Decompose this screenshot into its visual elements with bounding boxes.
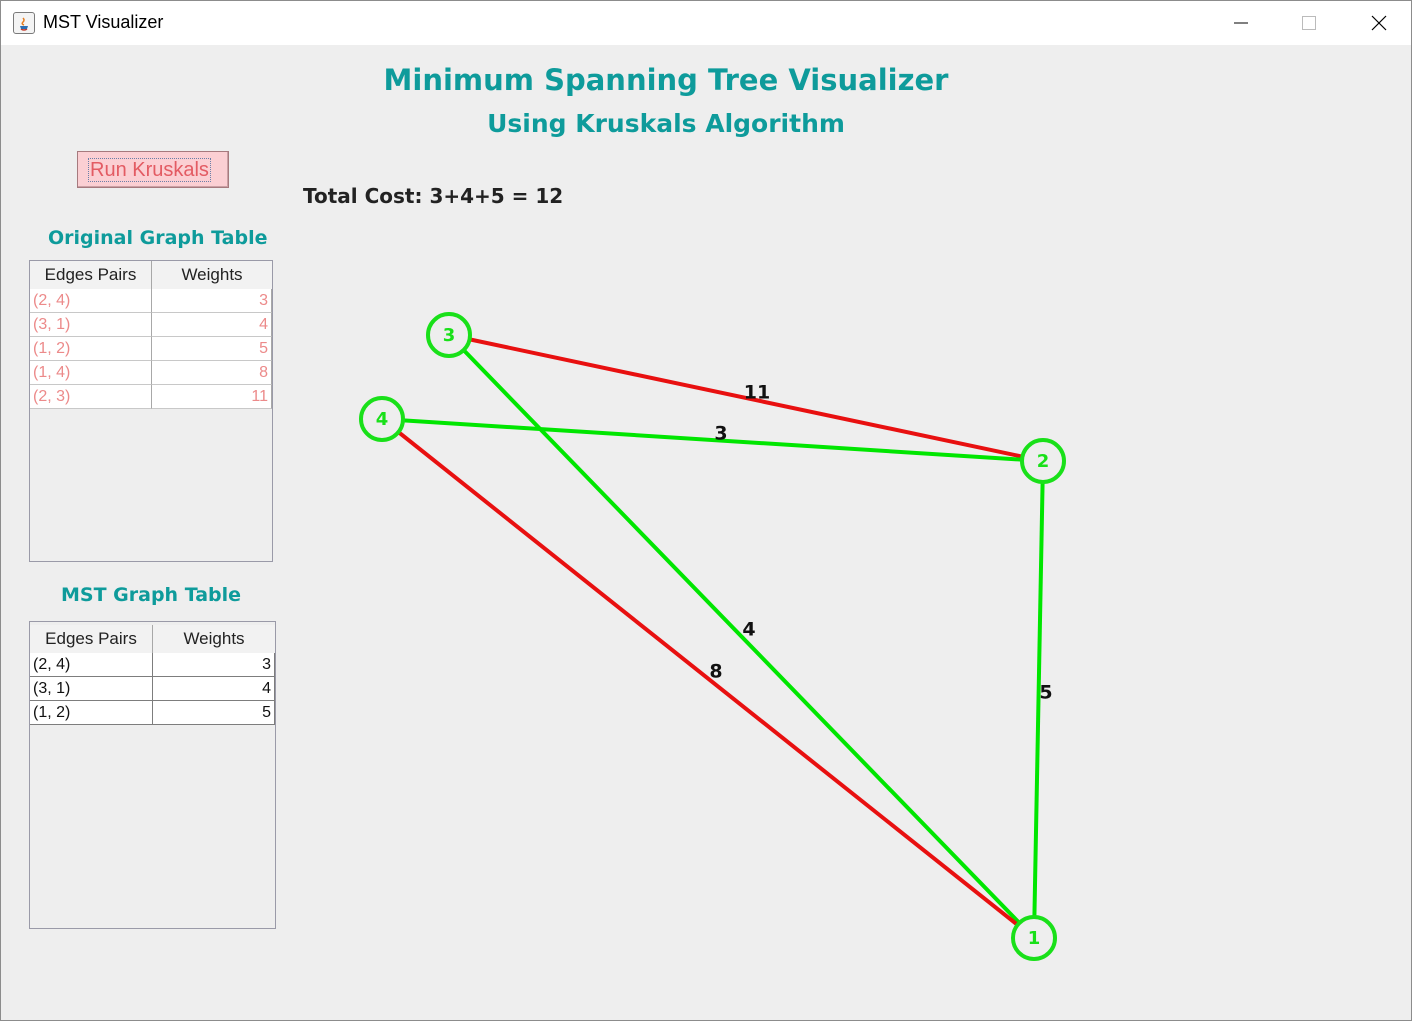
minimize-icon [1234,22,1248,24]
node-label: 3 [443,325,456,346]
graph-edge-1-2 [1032,460,1045,939]
close-icon [1371,15,1387,31]
total-cost-label: Total Cost: 3+4+5 = 12 [303,184,564,208]
table-row[interactable]: (3, 1) 4 [30,677,275,701]
graph-edge-3-1 [447,333,1036,940]
title-bar: MST Visualizer [1,1,1411,45]
graph-node-2: 2 [1020,438,1066,484]
table-row[interactable]: (2, 3) 11 [30,385,272,409]
weight-cell: 5 [152,337,272,361]
page-subtitle: Using Kruskals Algorithm [487,109,845,138]
weight-cell: 3 [152,289,272,313]
weight-cell: 3 [153,653,275,677]
java-app-icon [13,12,35,34]
weight-cell: 11 [152,385,272,409]
edge-cell: (3, 1) [30,677,153,701]
table-body: (2, 4) 3 (3, 1) 4 (1, 2) 5 [30,653,275,725]
graph-node-4: 4 [359,396,405,442]
edge-weight-label: 3 [714,423,727,445]
node-circle [426,312,472,358]
edge-cell: (2, 4) [30,289,152,313]
minimize-button[interactable] [1207,1,1275,45]
weight-cell: 4 [152,313,272,337]
graph-node-3: 3 [426,312,472,358]
weight-cell: 5 [153,701,275,725]
table-row[interactable]: (1, 2) 5 [30,701,275,725]
maximize-icon [1302,16,1316,30]
graph-edge-1-4 [380,417,1036,940]
mst-graph-table[interactable]: Edges Pairs Weights (2, 4) 3 (3, 1) 4 (1… [29,621,276,929]
graph-edge-2-4 [381,417,1044,463]
edge-weight-label: 8 [709,661,722,683]
original-graph-table[interactable]: Edges Pairs Weights (2, 4) 3 (3, 1) 4 (1… [29,260,273,562]
node-label: 2 [1037,451,1050,472]
column-header-weights[interactable]: Weights [183,629,245,648]
close-button[interactable] [1345,1,1411,45]
column-header-weights[interactable]: Weights [181,265,243,284]
table-body: (2, 4) 3 (3, 1) 4 (1, 2) 5 (1, 4) 8 (2, … [30,289,272,409]
node-circle [1020,438,1066,484]
table-row[interactable]: (1, 4) 8 [30,361,272,385]
edge-weight-label: 4 [742,619,755,641]
mst-table-title: MST Graph Table [61,584,242,606]
edge-cell: (3, 1) [30,313,152,337]
column-header-edges[interactable]: Edges Pairs [30,261,152,289]
original-table-title: Original Graph Table [48,227,268,249]
graph-edge-2-3 [448,333,1044,463]
table-header: Edges Pairs Weights [30,625,275,654]
edge-weight-label: 5 [1039,682,1052,704]
table-row[interactable]: (1, 2) 5 [30,337,272,361]
edge-cell: (1, 4) [30,361,152,385]
edge-weight-label: 11 [744,382,770,404]
node-circle [1011,915,1057,961]
weight-cell: 8 [152,361,272,385]
node-label: 4 [376,409,389,430]
run-kruskals-button[interactable]: Run Kruskals [77,151,229,188]
weight-cell: 4 [153,677,275,701]
node-label: 1 [1028,928,1041,949]
graph-node-1: 1 [1011,915,1057,961]
edge-cell: (1, 2) [30,701,153,725]
run-kruskals-label: Run Kruskals [88,158,211,182]
maximize-button[interactable] [1275,1,1343,45]
column-header-edges[interactable]: Edges Pairs [30,625,153,653]
node-circle [359,396,405,442]
page-title: Minimum Spanning Tree Visualizer [383,63,949,97]
edge-cell: (1, 2) [30,337,152,361]
table-row[interactable]: (2, 4) 3 [30,653,275,677]
table-row[interactable]: (2, 4) 3 [30,289,272,313]
edge-cell: (2, 4) [30,653,153,677]
table-row[interactable]: (3, 1) 4 [30,313,272,337]
window-title: MST Visualizer [43,12,164,32]
edge-cell: (2, 3) [30,385,152,409]
